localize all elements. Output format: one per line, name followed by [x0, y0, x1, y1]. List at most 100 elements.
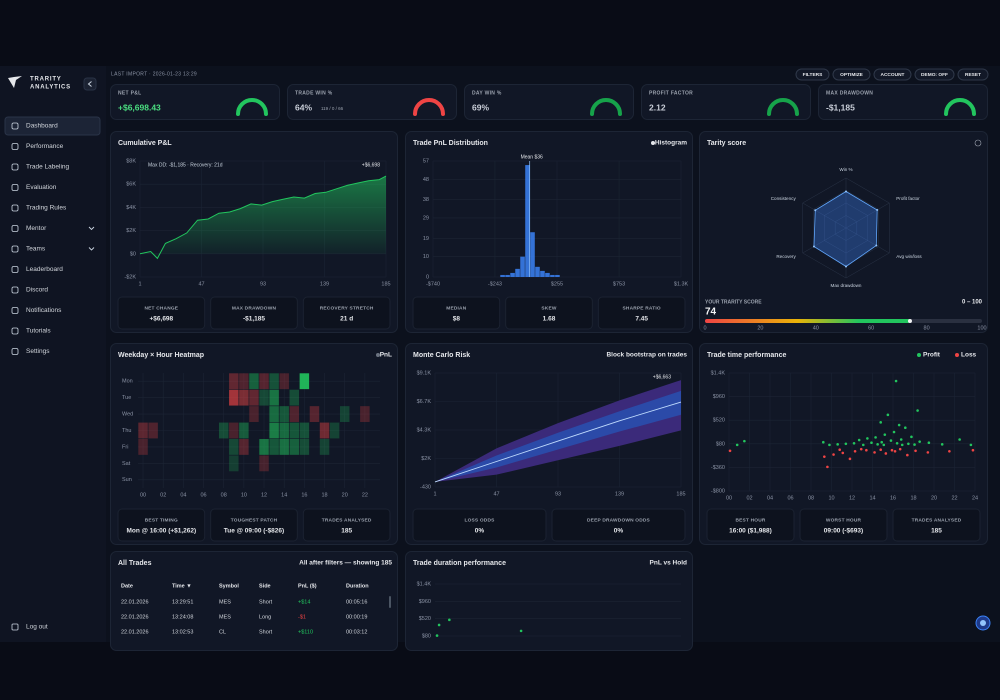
- area-fill: [140, 176, 386, 259]
- stat-label: MEDIAN: [446, 305, 466, 311]
- x-tick-label: 16: [301, 492, 307, 498]
- column-header[interactable]: Time ▼: [172, 583, 192, 589]
- radar-point: [845, 190, 847, 193]
- y-tick-label: -$2K: [124, 274, 136, 280]
- kpi-label: NET P&L: [118, 90, 142, 96]
- scatter-point: [914, 449, 917, 453]
- heatmap-cell: [269, 389, 279, 406]
- logout[interactable]: Log out: [26, 624, 48, 631]
- scatter-point: [895, 441, 899, 445]
- nav-item[interactable]: Tutorials: [26, 328, 51, 335]
- end-label: +$6,663: [653, 374, 671, 380]
- stat-box: [799, 508, 888, 542]
- stat-box: [505, 296, 593, 330]
- nav-active: [4, 116, 101, 136]
- dashboard: TRARITY ANALYTICS Dashboard Performance Trad…: [0, 66, 1000, 651]
- stat-box: [597, 296, 686, 330]
- nav-item[interactable]: Evaluation: [26, 184, 57, 191]
- nav-icon: [11, 307, 19, 314]
- scatter-point: [836, 443, 839, 446]
- x-tick-label: 06: [787, 495, 793, 501]
- x-tick-label: -$740: [426, 281, 440, 287]
- top-button[interactable]: [914, 68, 955, 81]
- x-tick-label: 16: [890, 495, 896, 501]
- nav-icon: [11, 348, 19, 355]
- collapse-icon: [87, 81, 92, 87]
- help-icon: [980, 620, 986, 626]
- scatter-point: [910, 435, 913, 439]
- radar-spoke: [845, 227, 890, 254]
- top-button-label[interactable]: FILTERS: [803, 72, 823, 78]
- stat-value: 185: [341, 528, 352, 535]
- top-button-label[interactable]: OPTIMIZE: [840, 72, 863, 78]
- table-cell: +$14: [298, 599, 310, 605]
- heatmap-cell: [339, 406, 350, 422]
- heatmap-cell: [360, 406, 370, 422]
- scatter-point: [841, 451, 845, 455]
- scatter-point: [448, 618, 451, 622]
- nav-item[interactable]: Trading Rules: [26, 205, 67, 212]
- nav-item[interactable]: Mentor: [26, 225, 47, 232]
- nav-item[interactable]: Dashboard: [26, 123, 58, 130]
- stat-box: [117, 296, 206, 330]
- heatmap-cell: [138, 422, 148, 439]
- stat-box: [210, 296, 298, 330]
- all-trades-panel: All Trades All after filters — showing 18…: [110, 551, 398, 651]
- stat-label: BEST TIMING: [145, 517, 178, 523]
- legend-label: Profit: [923, 352, 941, 359]
- trade-time-panel: Trade time performance Profit Loss -$800 -$3…: [699, 343, 988, 545]
- top-button-label[interactable]: ACCOUNT: [881, 72, 905, 78]
- row-label: Sun: [122, 477, 132, 483]
- radar-spoke: [802, 227, 847, 254]
- heatmap-cell: [279, 439, 289, 455]
- histogram-bar: [545, 272, 550, 277]
- top-button[interactable]: [795, 68, 830, 81]
- top-button[interactable]: [832, 68, 871, 81]
- scatter-point: [826, 465, 829, 469]
- x-tick-label: $255: [551, 281, 563, 287]
- nav-item[interactable]: Trade Labeling: [26, 164, 70, 171]
- top-button-label[interactable]: RESET: [965, 72, 981, 78]
- collapse-button[interactable]: [83, 77, 97, 91]
- histogram-bar: [515, 268, 520, 277]
- nav-item[interactable]: Notifications: [26, 307, 62, 314]
- panel-subtitle: All after filters — showing 185: [299, 560, 392, 567]
- scatter-point: [435, 634, 439, 637]
- x-tick-label: 139: [615, 491, 624, 497]
- y-tick-label: -$360: [711, 465, 725, 471]
- kpi-detail: 119 / 0 / 66: [321, 106, 344, 111]
- stat-label: RECOVERY STRETCH: [320, 305, 374, 311]
- heatmap-cell: [309, 406, 320, 422]
- heatmap-cell: [279, 406, 289, 422]
- stat-value: -$1,185: [243, 316, 265, 323]
- nav-item[interactable]: Settings: [26, 348, 50, 355]
- top-button[interactable]: [873, 68, 912, 81]
- nav-item[interactable]: Leaderboard: [26, 266, 63, 273]
- panel-title: Tarity score: [707, 140, 746, 147]
- nav-item[interactable]: Performance: [26, 143, 64, 150]
- x-tick-label: 10: [241, 492, 247, 498]
- stat-label: MAX DRAWDOWN: [232, 305, 277, 311]
- y-tick-label: $8K: [126, 158, 136, 164]
- heatmap-cell: [229, 373, 239, 390]
- nav-icon: [11, 122, 19, 130]
- nav-item[interactable]: Discord: [26, 287, 48, 294]
- top-button-label[interactable]: DEMO: OFF: [921, 72, 948, 78]
- panel-bg: [405, 131, 693, 333]
- heatmap-cell: [269, 406, 279, 422]
- x-tick-label: 20: [342, 492, 348, 498]
- x-tick-label: 06: [200, 492, 206, 498]
- scatter-point: [852, 441, 856, 445]
- nav-item[interactable]: Teams: [26, 246, 46, 253]
- y-tick-label: $80: [422, 633, 431, 639]
- info-icon: [974, 139, 982, 147]
- radar-point: [814, 209, 817, 212]
- scatter-point: [900, 443, 904, 447]
- kpi-value: -$1,185: [826, 102, 855, 112]
- kpi-label: MAX DRAWDOWN: [826, 90, 873, 96]
- panel-bg: [699, 131, 988, 333]
- top-button[interactable]: [957, 68, 989, 81]
- panel-title: Trade time performance: [707, 352, 786, 359]
- y-tick-label: $0: [130, 251, 136, 257]
- heatmap-cell: [239, 422, 249, 439]
